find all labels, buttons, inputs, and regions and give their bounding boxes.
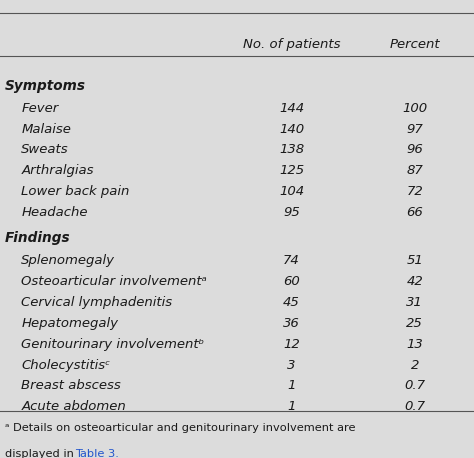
Text: 0.7: 0.7	[404, 379, 425, 393]
Text: 25: 25	[406, 317, 423, 330]
Text: Osteoarticular involvementᵃ: Osteoarticular involvementᵃ	[21, 275, 207, 288]
Text: 51: 51	[406, 254, 423, 267]
Text: 138: 138	[279, 143, 304, 157]
Text: Breast abscess: Breast abscess	[21, 379, 121, 393]
Text: Percent: Percent	[390, 38, 440, 51]
Text: 96: 96	[406, 143, 423, 157]
Text: 97: 97	[406, 123, 423, 136]
Text: Acute abdomen: Acute abdomen	[21, 400, 126, 413]
Text: Symptoms: Symptoms	[5, 79, 86, 93]
Text: 95: 95	[283, 206, 300, 219]
Text: 1: 1	[287, 400, 296, 413]
Text: Splenomegaly: Splenomegaly	[21, 254, 115, 267]
Text: 31: 31	[406, 296, 423, 309]
Text: 2: 2	[410, 359, 419, 371]
Text: displayed in: displayed in	[5, 449, 77, 458]
Text: 0.7: 0.7	[404, 400, 425, 413]
Text: 42: 42	[406, 275, 423, 288]
Text: 72: 72	[406, 185, 423, 198]
Text: 125: 125	[279, 164, 304, 177]
Text: 45: 45	[283, 296, 300, 309]
Text: 104: 104	[279, 185, 304, 198]
Text: Arthralgias: Arthralgias	[21, 164, 94, 177]
Text: 12: 12	[283, 338, 300, 351]
Text: 1: 1	[287, 379, 296, 393]
Text: Cervical lymphadenitis: Cervical lymphadenitis	[21, 296, 173, 309]
Text: Cholecystitisᶜ: Cholecystitisᶜ	[21, 359, 110, 371]
Text: Genitourinary involvementᵇ: Genitourinary involvementᵇ	[21, 338, 205, 351]
Text: Lower back pain: Lower back pain	[21, 185, 130, 198]
Text: 60: 60	[283, 275, 300, 288]
Text: Malaise: Malaise	[21, 123, 71, 136]
Text: 87: 87	[406, 164, 423, 177]
Text: 100: 100	[402, 102, 428, 115]
Text: ᵃ Details on osteoarticular and genitourinary involvement are: ᵃ Details on osteoarticular and genitour…	[5, 423, 355, 433]
Text: 74: 74	[283, 254, 300, 267]
Text: 66: 66	[406, 206, 423, 219]
Text: 140: 140	[279, 123, 304, 136]
Text: Hepatomegaly: Hepatomegaly	[21, 317, 118, 330]
Text: 36: 36	[283, 317, 300, 330]
Text: 3: 3	[287, 359, 296, 371]
Text: No. of patients: No. of patients	[243, 38, 340, 51]
Text: 13: 13	[406, 338, 423, 351]
Text: Table 3.: Table 3.	[75, 449, 119, 458]
Text: Sweats: Sweats	[21, 143, 69, 157]
Text: Fever: Fever	[21, 102, 59, 115]
Text: Headache: Headache	[21, 206, 88, 219]
Text: 144: 144	[279, 102, 304, 115]
Text: Findings: Findings	[5, 231, 70, 245]
